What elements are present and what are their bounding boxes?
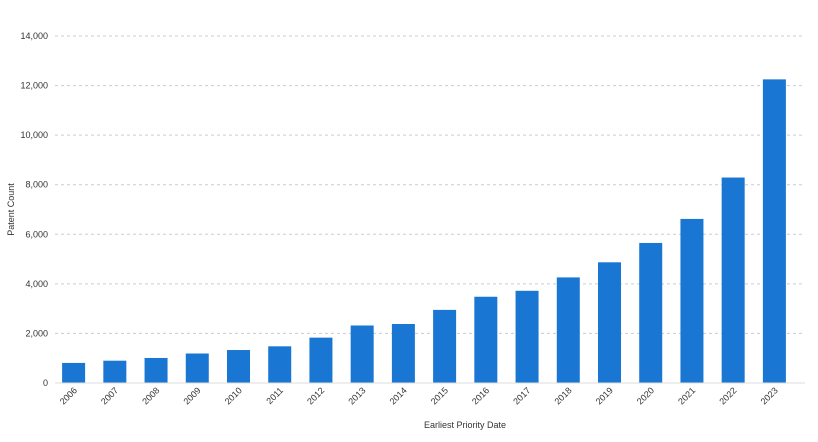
x-tick-label: 2021 <box>676 385 697 406</box>
bar-2016[interactable] <box>474 296 498 383</box>
y-axis-ticks: 0 2,000 4,000 6,000 8,000 10,000 12,000 14,000 <box>20 31 48 388</box>
bar-2009[interactable] <box>185 353 209 383</box>
bar-2021[interactable] <box>680 218 704 383</box>
x-axis-title: Earliest Priority Date <box>424 420 506 430</box>
bar-2008[interactable] <box>144 357 168 383</box>
bar-2017[interactable] <box>515 290 539 383</box>
x-tick-label: 2011 <box>264 385 285 406</box>
y-tick-label: 12,000 <box>20 81 48 91</box>
bar-2010[interactable] <box>227 350 250 383</box>
y-tick-label: 8,000 <box>25 180 48 190</box>
x-tick-label: 2016 <box>470 385 491 406</box>
bar-2006[interactable] <box>62 362 86 383</box>
bar-2011[interactable] <box>268 346 292 383</box>
x-tick-label: 2010 <box>223 385 244 406</box>
x-tick-label: 2013 <box>346 385 367 406</box>
x-tick-label: 2009 <box>181 385 202 406</box>
x-tick-label: 2022 <box>717 385 738 406</box>
bar-2014[interactable] <box>391 324 415 383</box>
y-tick-label: 0 <box>43 378 48 388</box>
y-tick-label: 2,000 <box>25 328 48 338</box>
bar-2007[interactable] <box>103 360 127 383</box>
bar-2019[interactable] <box>598 262 621 383</box>
x-tick-label: 2018 <box>552 385 573 406</box>
bar-2012[interactable] <box>309 337 333 383</box>
x-tick-label: 2006 <box>58 385 79 406</box>
x-tick-label: 2023 <box>759 385 780 406</box>
y-tick-label: 4,000 <box>25 279 48 289</box>
bars <box>62 79 786 383</box>
bar-2015[interactable] <box>433 309 457 383</box>
x-tick-label: 2019 <box>594 385 615 406</box>
x-axis-ticks: 2006 2007 2008 2009 2010 2011 2012 2013 2014 2015… <box>58 385 780 406</box>
x-tick-label: 2015 <box>429 385 450 406</box>
gridlines <box>55 35 805 334</box>
bar-2013[interactable] <box>350 325 374 383</box>
y-tick-label: 6,000 <box>25 229 48 239</box>
y-axis-title: Patent Count <box>6 183 16 236</box>
y-tick-label: 14,000 <box>20 31 48 41</box>
x-tick-label: 2020 <box>635 385 656 406</box>
x-tick-label: 2008 <box>140 385 161 406</box>
bar-2018[interactable] <box>556 277 580 383</box>
x-tick-label: 2014 <box>388 385 409 406</box>
x-tick-label: 2017 <box>511 385 532 406</box>
y-tick-label: 10,000 <box>20 130 48 140</box>
x-tick-label: 2012 <box>305 385 326 406</box>
bar-2020[interactable] <box>639 242 663 383</box>
bar-2023[interactable] <box>762 79 786 383</box>
bar-2022[interactable] <box>721 177 745 383</box>
x-tick-label: 2007 <box>99 385 120 406</box>
